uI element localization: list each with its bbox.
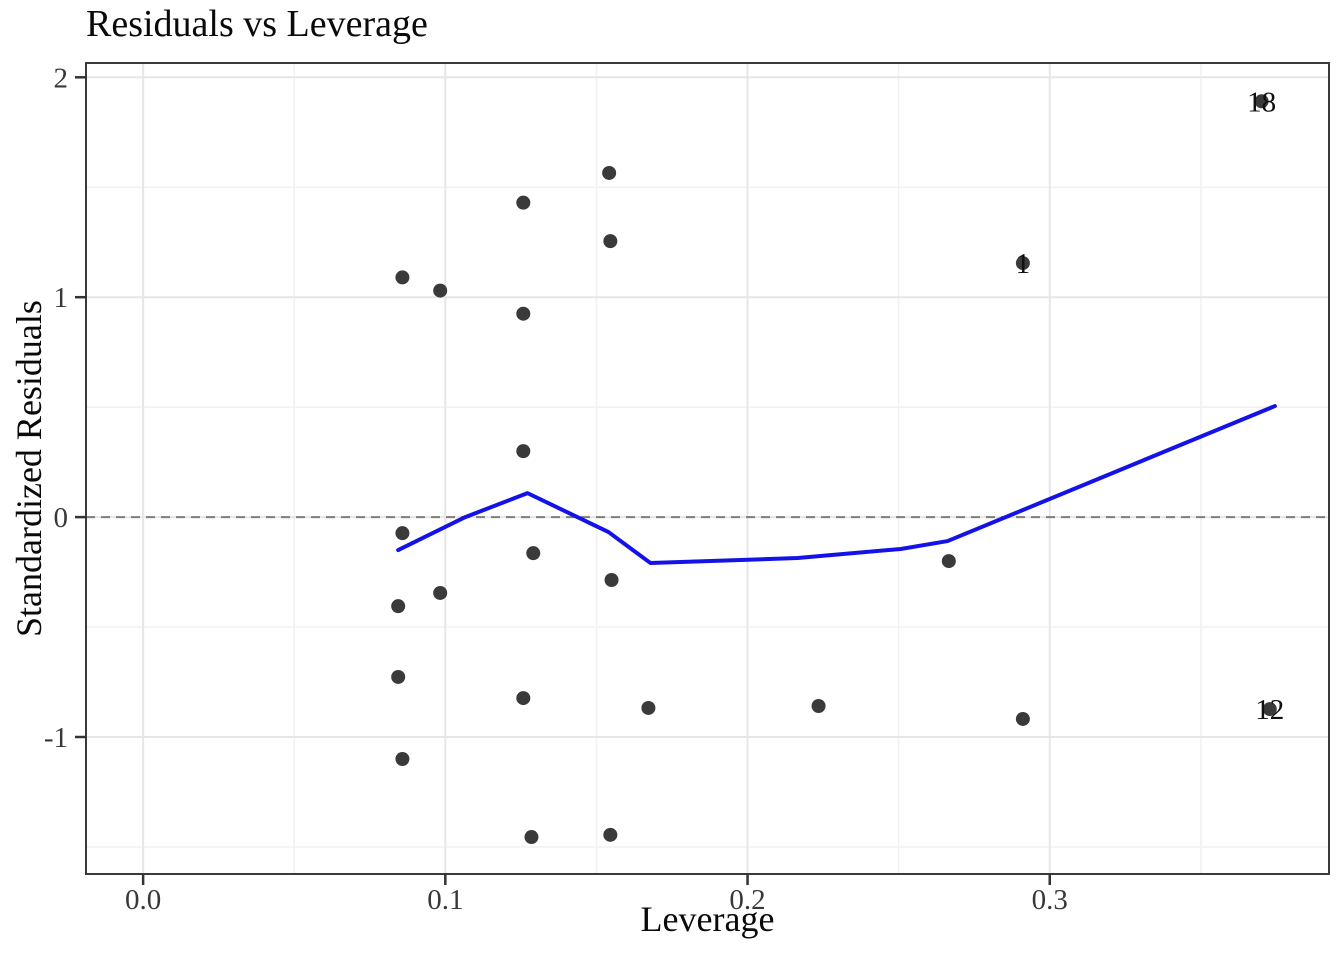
data-point <box>641 700 656 715</box>
x-axis-tick-label: 0.3 <box>1032 884 1068 916</box>
data-point <box>395 751 410 766</box>
data-point <box>395 270 410 285</box>
y-axis-tick-label: 0 <box>54 502 69 534</box>
y-axis-tick-label: 2 <box>54 62 69 94</box>
point-label: 18 <box>1247 86 1276 118</box>
x-axis-title: Leverage <box>640 899 775 939</box>
x-axis-tick-label: 0.0 <box>125 884 161 916</box>
data-point <box>516 444 531 459</box>
data-point <box>524 830 539 845</box>
data-point <box>1015 711 1030 726</box>
data-point <box>602 165 617 180</box>
data-point <box>603 827 618 842</box>
data-point <box>433 585 448 600</box>
data-point <box>516 691 531 706</box>
labeled-data-point <box>1262 702 1277 717</box>
labeled-data-point <box>1254 94 1269 109</box>
data-point <box>391 669 406 684</box>
data-point <box>526 546 541 561</box>
y-axis-tick-label: 1 <box>54 282 69 314</box>
data-point <box>516 195 531 210</box>
x-axis-tick-label: 0.2 <box>729 884 765 916</box>
data-point <box>941 554 956 569</box>
plot-title: Residuals vs Leverage <box>86 3 428 45</box>
x-axis-tick-label: 0.1 <box>427 884 463 916</box>
data-point <box>395 526 410 541</box>
data-point <box>516 306 531 321</box>
point-label: 1 <box>1016 248 1031 280</box>
data-point <box>391 599 406 614</box>
data-point <box>811 698 826 713</box>
point-label: 12 <box>1255 694 1284 726</box>
data-point <box>603 234 618 249</box>
panel-border <box>85 62 1330 875</box>
y-axis-tick-label: -1 <box>44 722 68 754</box>
data-point <box>433 283 448 298</box>
labeled-data-point <box>1015 256 1030 271</box>
data-point <box>604 572 619 587</box>
smooth-line <box>396 404 1277 566</box>
